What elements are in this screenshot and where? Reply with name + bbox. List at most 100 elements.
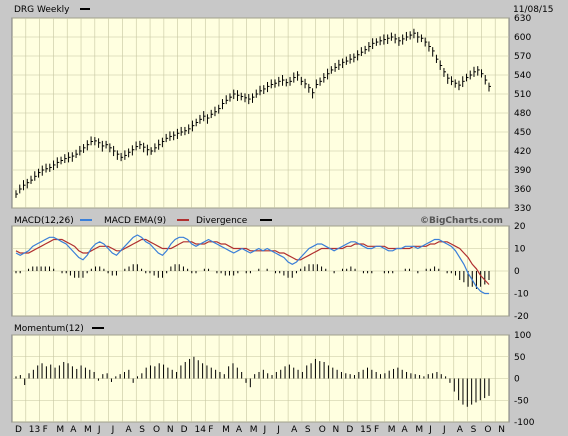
x-tick-label: J xyxy=(111,425,115,435)
price-bar xyxy=(161,137,165,148)
macd-series xyxy=(15,234,490,295)
momentum-series xyxy=(15,356,490,407)
x-tick-label: A xyxy=(70,425,77,435)
x-tick-label: M xyxy=(250,425,258,435)
x-tick-label: 13 xyxy=(29,425,40,435)
price-bar xyxy=(23,180,26,191)
x-tick-label: N xyxy=(167,425,174,435)
y-tick-label: 360 xyxy=(514,185,531,195)
price-bar xyxy=(221,99,225,110)
y-tick-label: 540 xyxy=(514,71,531,81)
price-bar xyxy=(113,145,116,157)
price-bar xyxy=(293,72,296,83)
price-bar xyxy=(146,144,150,156)
x-tick-label: M xyxy=(388,425,396,435)
y-tick-label: 600 xyxy=(514,33,531,43)
price-bar xyxy=(417,31,420,43)
price-bar xyxy=(353,53,356,63)
price-bar xyxy=(424,37,428,47)
price-bar xyxy=(139,140,142,150)
price-bar xyxy=(383,34,386,45)
ema-line xyxy=(15,238,490,285)
x-tick-label: J xyxy=(97,425,101,435)
y-tick-label: 390 xyxy=(514,166,531,176)
y-tick-label: 0 xyxy=(514,267,520,277)
price-bar xyxy=(116,150,120,160)
x-tick-label: M xyxy=(56,425,64,435)
price-bar xyxy=(34,171,37,181)
price-bar xyxy=(158,139,161,150)
x-tick-label: J xyxy=(263,425,267,435)
x-tick-label: O xyxy=(153,425,160,435)
price-bar xyxy=(30,175,34,184)
y-tick-label: -100 xyxy=(514,418,535,428)
price-bar xyxy=(225,95,229,105)
momentum-legend-swatch xyxy=(92,327,104,329)
price-bar xyxy=(473,66,476,77)
x-tick-label: F xyxy=(43,425,48,435)
y-tick-label: 20 xyxy=(514,222,526,232)
price-bar xyxy=(334,62,338,72)
price-series xyxy=(15,28,491,198)
price-bar xyxy=(229,93,232,102)
price-bar xyxy=(469,70,473,80)
price-bar xyxy=(79,145,82,156)
price-bar xyxy=(443,68,446,77)
x-tick-label: A xyxy=(125,425,132,435)
price-bar xyxy=(484,75,488,85)
price-bar xyxy=(60,156,64,165)
price-bar xyxy=(86,140,90,151)
price-bar xyxy=(90,136,94,146)
x-tick-label: A xyxy=(291,425,298,435)
price-bar xyxy=(342,58,345,69)
price-bar xyxy=(345,56,349,65)
momentum-legend-label: Momentum(12) xyxy=(14,324,84,334)
price-bar xyxy=(244,93,247,103)
price-bar xyxy=(154,143,157,153)
price-bar xyxy=(379,36,383,46)
y-tick-label: 50 xyxy=(514,353,526,363)
price-bar xyxy=(428,41,431,52)
price-bar xyxy=(176,128,180,139)
x-tick-label: N xyxy=(498,425,505,435)
x-tick-label: S xyxy=(139,425,145,435)
price-bar xyxy=(477,66,480,76)
date-label: 11/08/15 xyxy=(513,5,553,15)
price-bar xyxy=(447,73,450,84)
price-bar xyxy=(308,83,311,93)
price-bar xyxy=(435,54,439,63)
price-bar xyxy=(188,124,191,134)
x-tick-label: O xyxy=(484,425,491,435)
price-bar xyxy=(267,81,270,93)
x-tick-label: D xyxy=(181,425,188,435)
y-tick-label: -50 xyxy=(514,396,529,406)
price-bar xyxy=(360,47,364,56)
price-bar xyxy=(278,76,281,87)
x-tick-label: F xyxy=(208,425,213,435)
price-bar xyxy=(210,109,214,119)
price-bar xyxy=(131,145,135,156)
price-bar xyxy=(206,114,210,124)
price-bar xyxy=(68,152,71,163)
price-bar xyxy=(45,163,49,173)
price-bar xyxy=(300,76,304,86)
price-bar xyxy=(398,37,401,46)
y-tick-label: 10 xyxy=(514,245,526,255)
price-bar xyxy=(56,157,60,169)
price-bar xyxy=(488,82,491,92)
price-bar xyxy=(101,140,105,152)
price-bar xyxy=(458,80,461,91)
x-tick-label: F xyxy=(374,425,379,435)
price-bar xyxy=(259,85,263,96)
price-bar xyxy=(124,150,127,160)
price-bar xyxy=(330,66,334,74)
x-tick-label: S xyxy=(305,425,311,435)
price-bar xyxy=(128,148,131,158)
price-bar xyxy=(420,34,424,43)
price-bar xyxy=(270,79,274,89)
x-tick-label: J xyxy=(442,425,446,435)
y-tick-label: 480 xyxy=(514,109,531,119)
x-tick-label: M xyxy=(222,425,230,435)
price-bar xyxy=(432,47,435,57)
